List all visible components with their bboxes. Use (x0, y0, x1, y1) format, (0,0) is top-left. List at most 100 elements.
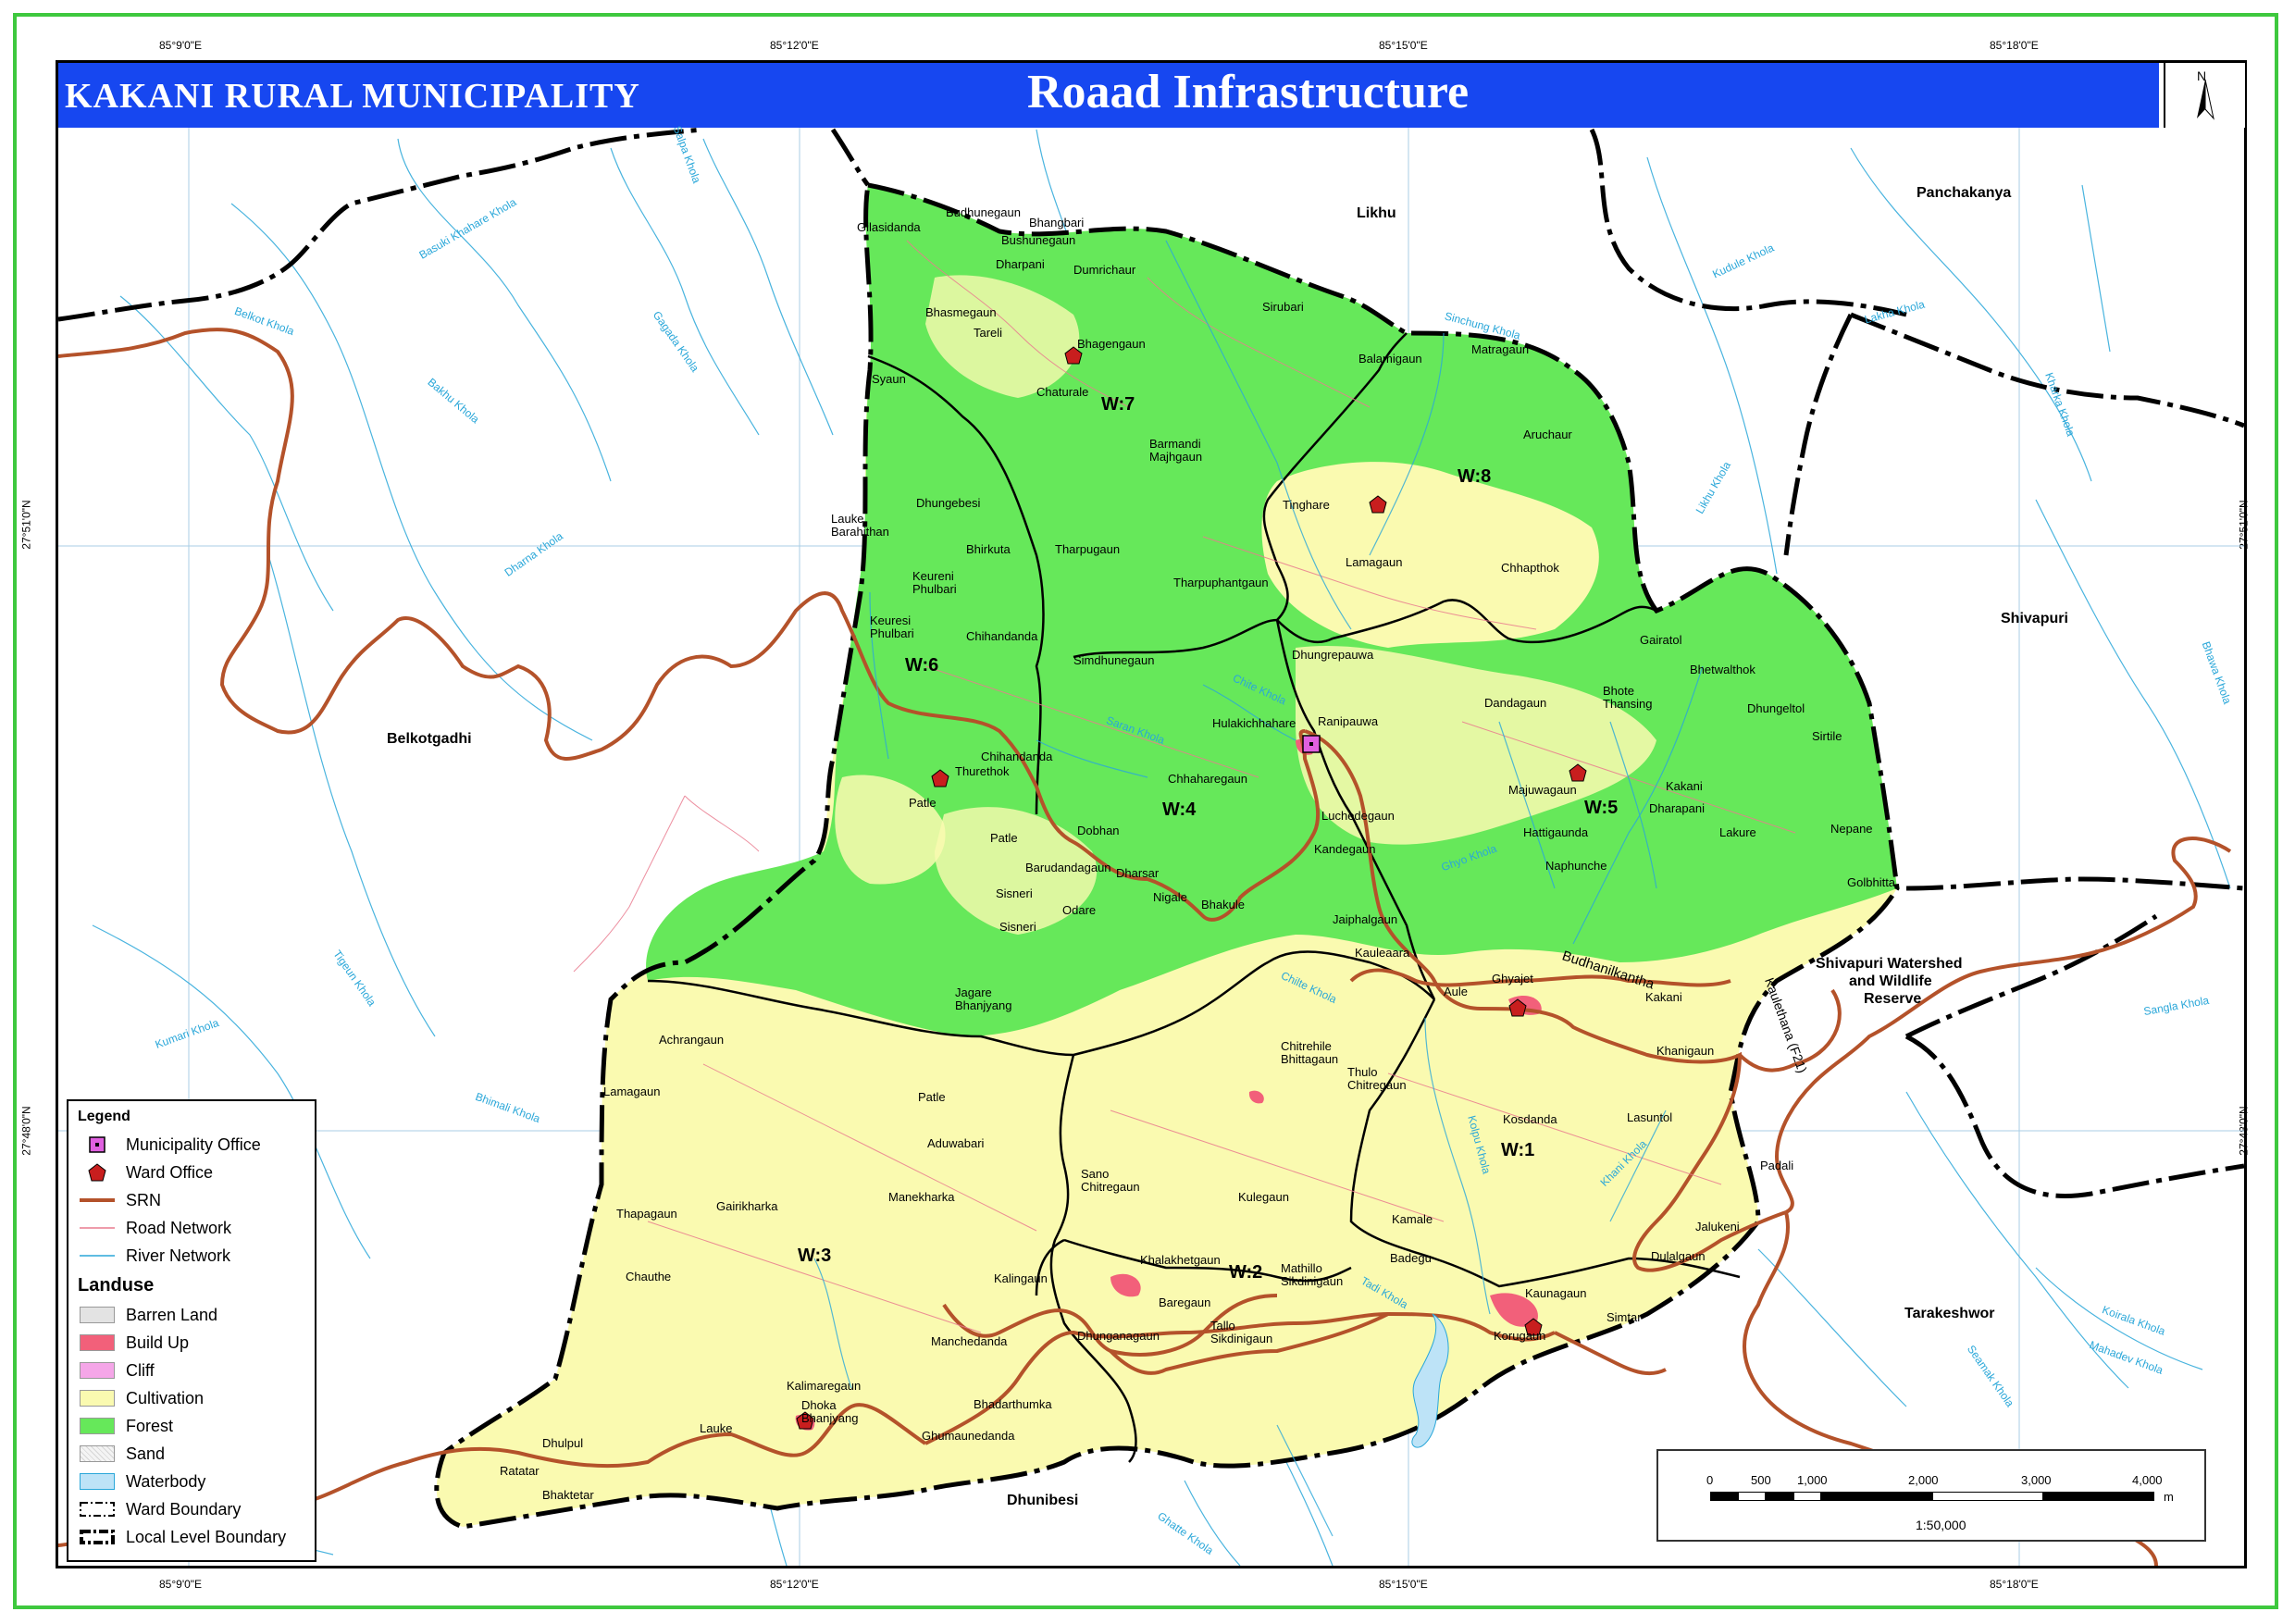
place-label: Kauleaara (1355, 946, 1410, 960)
place-label: Simtar (1606, 1310, 1642, 1324)
ward-boundary-icon (80, 1501, 115, 1518)
ward-label-7: W:7 (1101, 394, 1135, 415)
scale-ratio: 1:50,000 (1916, 1518, 1966, 1532)
legend-item-local-boundary: Local Level Boundary (80, 1525, 286, 1549)
legend-item-build-up: Build Up (80, 1331, 189, 1355)
place-label: Ratatar (500, 1464, 540, 1478)
place-label: Lamagaun (1346, 555, 1403, 569)
scale-tick: 4,000 (2132, 1473, 2163, 1487)
legend-item-cliff: Cliff (80, 1358, 155, 1382)
place-label: Mathillo Sikdinigaun (1281, 1261, 1344, 1288)
legend-label: Waterbody (126, 1471, 206, 1491)
place-label: Dumrichaur (1073, 263, 1136, 277)
ward-label-5: W:5 (1584, 798, 1619, 818)
cultivation-swatch (80, 1390, 115, 1407)
place-label: Simdhunegaun (1073, 653, 1155, 667)
legend-item-forest: Forest (80, 1414, 173, 1438)
place-label: Bhagengaun (1077, 337, 1146, 351)
coord-top-2: 85°12'0"E (770, 39, 819, 52)
legend-item-waterbody: Waterbody (80, 1469, 205, 1494)
place-label: Keuresi Phulbari (870, 614, 914, 640)
outer-frame (13, 13, 2278, 1609)
place-label: Barudandagaun (1025, 861, 1111, 874)
place-label: Lauke Barahithan (831, 512, 889, 539)
legend-title: Legend (78, 1109, 130, 1124)
place-label: Kalimaregaun (787, 1379, 862, 1393)
place-label: Budhunegaun (946, 205, 1021, 219)
place-label: Thurethok (955, 764, 1010, 778)
build-up-swatch (80, 1334, 115, 1351)
scale-segment (1738, 1492, 1766, 1501)
ward-label-6: W:6 (905, 655, 939, 676)
legend-label: Local Level Boundary (126, 1527, 287, 1546)
ward-office-icon (1508, 998, 1527, 1017)
place-label: Chihandanda (966, 629, 1038, 643)
neighbour-dhunibesi: Dhunibesi (1007, 1493, 1079, 1508)
place-label: Golbhitta (1847, 875, 1896, 889)
scale-segment (1710, 1492, 1738, 1501)
scale-bar: 0 500 1,000 2,000 3,000 4,000 m 1:50,000 (1656, 1449, 2206, 1542)
scale-segment (1821, 1492, 1932, 1501)
place-label: Patle (909, 796, 937, 810)
river-line-icon (80, 1247, 115, 1264)
waterbody (1411, 1313, 1449, 1448)
place-label: Baregaun (1159, 1295, 1211, 1309)
place-label: Kulegaun (1238, 1190, 1289, 1204)
cultivation-patch-w5 (1296, 645, 1656, 845)
place-label: Kakani (1666, 779, 1703, 793)
ward-office-icon (1569, 763, 1587, 782)
coord-left-2: 27°48'0"N (19, 1106, 33, 1156)
place-label: Chauthe (626, 1270, 672, 1283)
legend-label: Ward Boundary (126, 1499, 242, 1519)
ward-office-icon (1369, 495, 1387, 514)
ward-label-4: W:4 (1162, 800, 1197, 820)
place-label: Bhangbari (1029, 216, 1085, 229)
place-label: Dandagaun (1484, 696, 1547, 710)
coord-bottom-4: 85°18'0"E (1990, 1578, 2039, 1591)
legend-label: Ward Office (126, 1162, 214, 1182)
place-label: Hulakichhahare (1212, 716, 1296, 730)
place-label: Chhaharegaun (1168, 772, 1248, 786)
neighbour-panchakanya: Panchakanya (1917, 185, 2012, 201)
cultivation-patch-w4 (935, 807, 1098, 935)
ward-label-8: W:8 (1458, 466, 1492, 487)
place-label: Bhaktetar (542, 1488, 594, 1502)
neighbour-shivapuri: Shivapuri (2001, 611, 2068, 626)
place-label: Hattigaunda (1523, 825, 1589, 839)
place-label: Dhungebesi (916, 496, 981, 510)
place-label: Aduwabari (927, 1136, 985, 1150)
legend-label: Cliff (126, 1360, 155, 1380)
place-label: Tinghare (1283, 498, 1330, 512)
place-label: Manekharka (888, 1190, 955, 1204)
place-label: Khalakhetgaun (1140, 1253, 1221, 1267)
place-label: Badegu (1390, 1251, 1432, 1265)
ward-office-icon (796, 1411, 814, 1430)
scale-unit: m (2164, 1490, 2174, 1504)
srn-line-icon (80, 1192, 115, 1209)
coord-bottom-2: 85°12'0"E (770, 1578, 819, 1591)
place-label: Dhungrepauwa (1292, 648, 1374, 662)
place-label: Dulalgaun (1651, 1249, 1706, 1263)
neighbour-reserve-3: Reserve (1864, 991, 1922, 1007)
scale-segment (1766, 1492, 1793, 1501)
place-label: Syaun (872, 372, 906, 386)
road-line-icon (80, 1220, 115, 1236)
legend-label: Sand (126, 1444, 166, 1463)
place-label: Bhetwalthok (1690, 663, 1755, 676)
legend-item-river: River Network (80, 1244, 230, 1268)
scale-segment (1793, 1492, 1821, 1501)
place-label: Kosdanda (1503, 1112, 1557, 1126)
legend-label: Forest (126, 1416, 174, 1435)
place-label: Thapagaun (616, 1207, 677, 1221)
place-label: Manchedanda (931, 1334, 1008, 1348)
place-label: Tallo Sikdinigaun (1210, 1319, 1273, 1345)
place-label: Jagare Bhanjyang (955, 986, 1012, 1012)
place-label: Bushunegaun (1001, 233, 1076, 247)
place-label: Barmandi (1149, 437, 1201, 451)
legend-label: River Network (126, 1246, 231, 1265)
neighbour-reserve-2: and Wildlife (1849, 973, 1932, 989)
cultivation-patch-w8 (1261, 462, 1599, 648)
place-label: Gairikharka (716, 1199, 778, 1213)
place-label: Matragaun (1471, 342, 1530, 356)
place-label: Bhirkuta (966, 542, 1011, 556)
